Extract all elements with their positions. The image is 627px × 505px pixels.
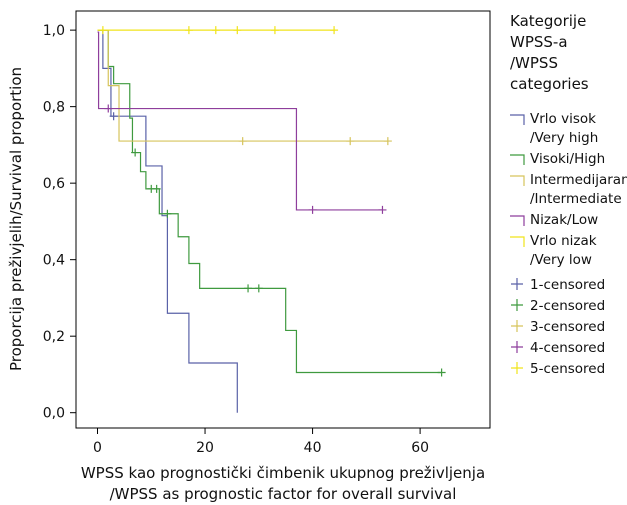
legend-censor-label-2: 2-censored: [530, 298, 605, 314]
legend-swatch-series-2: [510, 154, 525, 165]
y-tick-label: 0,2: [43, 329, 65, 345]
series-2-censor-mark: [254, 284, 263, 293]
y-axis-ticks: 0,0 0,2 0,4 0,6 0,8 1,0: [43, 23, 76, 422]
series-5-censor-mark: [98, 26, 107, 35]
series-5-censor-mark: [233, 26, 242, 35]
legend-censor-label-3: 3-censored: [530, 319, 605, 335]
legend-label-series-3: /Intermediate: [530, 191, 622, 207]
x-tick-label: 60: [411, 440, 429, 456]
series-3-censor-mark: [383, 137, 392, 146]
axes: [75, 10, 491, 429]
legend-censor-swatch-2: [511, 299, 523, 311]
legend-label-series-5: /Very low: [530, 252, 592, 268]
y-axis-title: Proporcija preživjelih/Survival proporti…: [7, 67, 25, 371]
legend-censor-label-5: 5-censored: [530, 361, 605, 377]
series-3-censor-mark: [346, 137, 355, 146]
legend-censor-label-4: 4-censored: [530, 340, 605, 356]
legend-label-series-2: Visoki/High: [530, 151, 605, 167]
plot-frame: [75, 10, 491, 429]
series-2-censor-mark: [163, 209, 172, 218]
series-2-censor-mark: [437, 368, 446, 377]
x-tick-label: 0: [93, 440, 102, 456]
series-4-line: [97, 31, 383, 211]
series-4-censor-mark: [104, 104, 113, 113]
legend: Kategorije WPSS-a/WPSS categories Vrlo viso…: [510, 12, 627, 377]
series-1-line: [97, 29, 238, 413]
legend-title-line: categories: [510, 75, 589, 93]
series-2-censor-mark: [152, 184, 161, 193]
legend-title-line: WPSS-a: [510, 33, 568, 51]
series-2-line: [97, 29, 442, 374]
legend-title-line: /WPSS: [510, 54, 558, 72]
series-4-censor-mark: [308, 205, 317, 214]
x-tick-label: 40: [304, 440, 322, 456]
legend-swatch-series-4: [510, 215, 525, 226]
legend-label-series-4: Nizak/Low: [530, 212, 598, 228]
legend-censor-label-1: 1-censored: [530, 277, 605, 293]
y-tick-label: 0,0: [43, 406, 65, 422]
legend-swatch-series-3: [510, 175, 525, 186]
plot-area: [97, 26, 446, 413]
y-tick-label: 0,4: [43, 253, 65, 269]
x-tick-label: 20: [196, 440, 214, 456]
x-axis-title-line-2: /WPSS as prognostic factor for overall s…: [110, 485, 457, 503]
x-axis-title-line-1: WPSS kao prognostički čimbenik ukupnog p…: [81, 464, 485, 482]
legend-censor-swatch-1: [511, 278, 523, 290]
legend-label-series-1: Vrlo visok: [530, 111, 596, 127]
series-5-censor-mark: [184, 26, 193, 35]
series-5-censor-mark: [270, 26, 279, 35]
series-4-censor-mark: [378, 205, 387, 214]
series-1-censor-mark: [109, 112, 118, 121]
legend-label-series-3: Intermedijaran: [530, 172, 627, 188]
legend-swatch-series-5: [510, 236, 525, 247]
series-5-censor-mark: [211, 26, 220, 35]
x-axis-ticks: 0 20 40 60: [93, 428, 429, 456]
legend-label-series-1: /Very high: [530, 130, 598, 146]
legend-censor-swatch-3: [511, 320, 523, 332]
y-tick-label: 1,0: [43, 23, 65, 39]
y-tick-label: 0,6: [43, 176, 65, 192]
series-3-line: [97, 29, 388, 142]
series-3-censor-mark: [238, 137, 247, 146]
series-2-censor-mark: [131, 148, 140, 157]
legend-censor-swatch-5: [511, 362, 523, 374]
series-2-censor-mark: [244, 284, 253, 293]
y-tick-label: 0,8: [43, 100, 65, 116]
legend-label-series-5: Vrlo nizak: [530, 233, 597, 249]
legend-title-line: Kategorije: [510, 12, 586, 30]
series-5-censor-mark: [330, 26, 339, 35]
legend-censor-swatch-4: [511, 341, 523, 353]
legend-swatch-series-1: [510, 114, 525, 125]
